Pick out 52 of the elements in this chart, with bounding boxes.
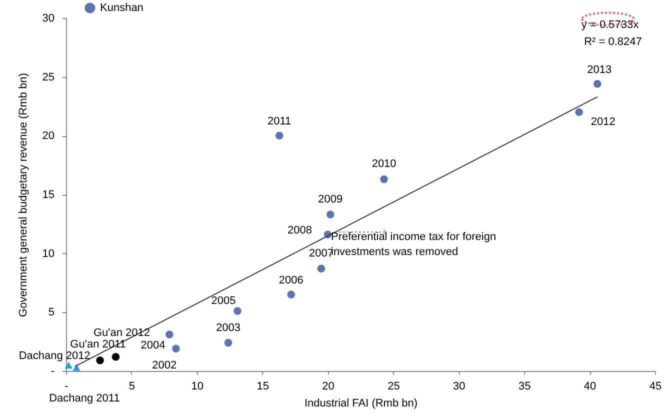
- annotation: 2011: [268, 116, 292, 128]
- y-tick-label: 30: [42, 12, 54, 24]
- annotation: y = 0.5733x: [581, 19, 640, 31]
- point: [112, 353, 120, 361]
- x-tick-label: 20: [322, 380, 334, 392]
- x-tick-label: 10: [191, 380, 204, 392]
- x-tick-label: 45: [649, 380, 662, 392]
- annotation: 2009: [318, 194, 343, 206]
- annotation: 2003: [216, 322, 241, 334]
- x-tick-label: 15: [256, 380, 269, 392]
- y-tick-label: 10: [42, 248, 54, 260]
- annotation: Dachang 2011: [49, 392, 120, 404]
- point: [317, 264, 326, 272]
- annotation: Preferential income tax for foreign investments was removed: [331, 231, 496, 258]
- annotation: 2012: [590, 116, 616, 128]
- y-tick-label: 5: [48, 306, 54, 319]
- point: [275, 132, 284, 140]
- annotation: 2006: [278, 274, 304, 287]
- y-axis-title: Government general budgetary revenue (Rmb bn): [17, 73, 30, 317]
- annotation: R² = 0.8247: [584, 36, 642, 48]
- point: [326, 210, 334, 218]
- x-axis-title: Industrial FAI (Rmb bn): [304, 398, 418, 410]
- point: [575, 108, 583, 116]
- annotation: 2002: [152, 360, 177, 372]
- annotation: 2013: [587, 64, 612, 76]
- x-tick-label: -: [64, 380, 69, 392]
- x-tick-label: 5: [128, 380, 136, 392]
- point: [166, 330, 174, 338]
- point: [234, 307, 242, 315]
- point: [224, 338, 232, 347]
- y-tick-label: 20: [42, 130, 54, 142]
- annotation: 2004: [140, 340, 166, 352]
- point: [96, 356, 104, 364]
- annotation: 2007: [308, 248, 334, 260]
- x-tick-label: 30: [453, 380, 466, 392]
- y-tick-label: -: [50, 366, 55, 378]
- point: [380, 175, 388, 184]
- point: [72, 364, 80, 371]
- annotation: Dachang 2012: [18, 350, 90, 362]
- annotation: 2008: [288, 224, 312, 237]
- point: [594, 80, 602, 88]
- x-tick-label: 35: [518, 380, 531, 392]
- y-tick-label: 15: [42, 189, 54, 201]
- legend-label: Kunshan: [100, 2, 144, 14]
- point: [287, 290, 295, 298]
- point: [172, 344, 180, 353]
- point: [64, 362, 72, 368]
- x-tick-label: 25: [388, 380, 400, 392]
- annotation: 2010: [372, 158, 396, 170]
- x-tick-label: 40: [584, 380, 596, 392]
- y-tick-label: 25: [42, 71, 54, 84]
- annotation: 2005: [211, 294, 236, 307]
